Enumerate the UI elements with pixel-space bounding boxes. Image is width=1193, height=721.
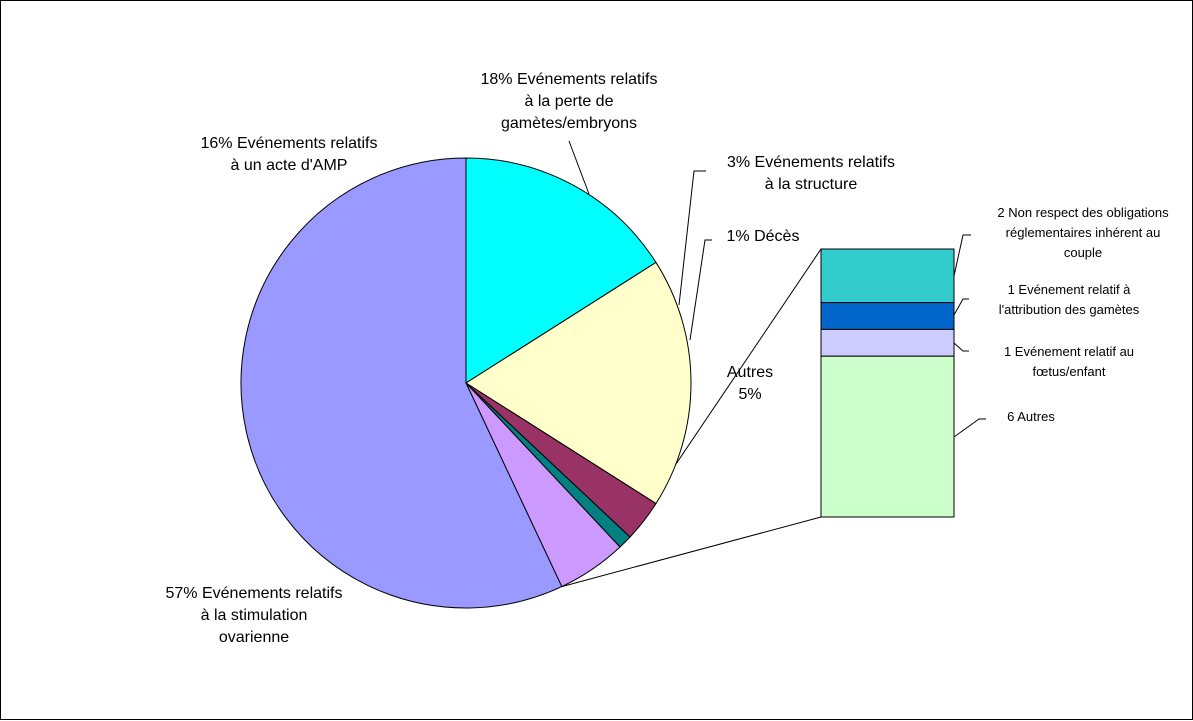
- slice-label-evenements-relatifs-a-la-stimulation-ova: 57% Evénements relatifs à la stimulation o…: [166, 585, 343, 646]
- bar-segment-autres: [820, 355, 955, 518]
- bar-label-evenement-relatif-au-f-tus-enfant: 1 Evénement relatif au fœtus/enfant: [1004, 344, 1134, 379]
- bar-leader-evenement-relatif-a-l-attribution-des-ga: [953, 298, 969, 316]
- pie-slice-evenements-relatifs-a-la-stimulation-ova: [240, 157, 563, 609]
- leader-evenements-relatifs-a-la-structure: [678, 170, 706, 306]
- label-leader-lines: [568, 140, 986, 438]
- pie-slices: [240, 157, 692, 609]
- pie-slice-evenements-relatifs-a-la-perte-de-gamete: [465, 261, 692, 505]
- pie-slice-evenements-relatifs-a-un-acte-d-amp: [465, 157, 657, 384]
- connector-bottom: [561, 516, 822, 588]
- bar-leader-autres: [953, 418, 986, 438]
- breakdown-bar: [820, 248, 955, 518]
- bar-label-evenement-relatif-a-l-attribution-des-ga: 1 Evénement relatif à l'attribution des g…: [999, 282, 1140, 317]
- slice-label-evenements-relatifs-a-la-structure: 3% Evénements relatifs à la structure: [727, 154, 895, 193]
- bar-segment-evenement-relatif-au-f-tus-enfant: [820, 328, 955, 357]
- bar-label-autres: 6 Autres: [1007, 409, 1055, 424]
- slice-label-autres: Autres 5%: [727, 364, 773, 403]
- bar-segment-evenement-relatif-a-l-attribution-des-ga: [820, 302, 955, 330]
- leader-evenements-relatifs-a-la-perte-de-gamete: [568, 140, 590, 195]
- bar-label-non-respect-des-obligations-reglementair: 2 Non respect des obligations réglementai…: [997, 205, 1169, 260]
- leader-deces: [689, 239, 712, 341]
- bar-leader-evenement-relatif-au-f-tus-enfant: [953, 342, 969, 352]
- slice-label-evenements-relatifs-a-la-perte-de-gamete: 18% Evénements relatifs à la perte de gamè…: [481, 71, 658, 132]
- slice-label-evenements-relatifs-a-un-acte-d-amp: 16% Evénements relatifs à un acte d'AMP: [201, 135, 378, 174]
- bar-leader-non-respect-des-obligations-reglementair: [953, 234, 971, 277]
- data-labels: 16% Evénements relatifs à un acte d'AMP 18…: [166, 71, 1170, 646]
- slice-label-deces: 1% Décès: [727, 228, 800, 245]
- bar-segment-non-respect-des-obligations-reglementair: [820, 248, 955, 304]
